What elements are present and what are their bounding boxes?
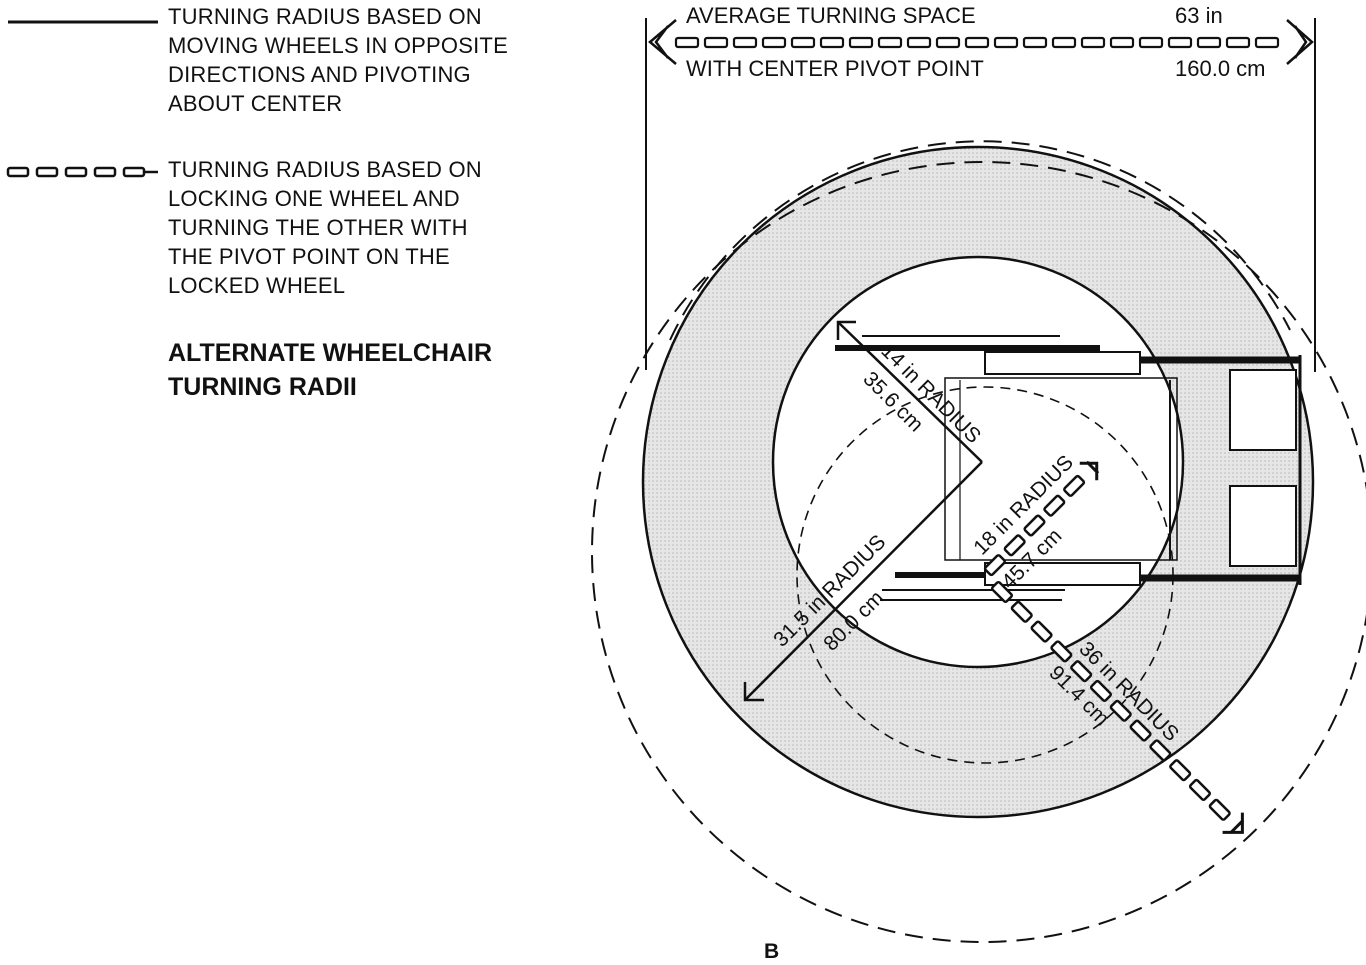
radius-31-5-arrow xyxy=(743,461,983,702)
panel-letter: B xyxy=(764,940,780,963)
legend-solid-text: TURNING RADIUS BASED ON MOVING WHEELS IN… xyxy=(168,4,508,116)
dimension-dashed-line xyxy=(674,36,1280,49)
inner-clear-circle xyxy=(771,255,1185,669)
dimension-label-bottom: WITH CENTER PIVOT POINT xyxy=(686,56,984,81)
legend-dashed-text: TURNING RADIUS BASED ON LOCKING ONE WHEE… xyxy=(168,157,482,298)
large-dashed-circle xyxy=(591,161,1366,943)
upper-dashed-arc xyxy=(669,140,1291,341)
dimension-arrow-left xyxy=(648,19,677,65)
legend-dashed-line xyxy=(6,166,158,178)
figure-subtitle: ALTERNATE WHEELCHAIR TURNING RADII xyxy=(168,339,493,401)
dimension-value-in: 63 in xyxy=(1175,3,1223,28)
radius-18-dashed-arrow xyxy=(983,460,1100,577)
dimension-arrow-right xyxy=(1286,19,1314,65)
radius-36-dashed-arrow xyxy=(990,580,1245,835)
wheelchair-outline xyxy=(835,335,1302,601)
radius-14-arrow xyxy=(836,320,983,463)
dimension-label-top: AVERAGE TURNING SPACE xyxy=(686,3,976,28)
dimension-value-cm: 160.0 cm xyxy=(1175,56,1266,81)
